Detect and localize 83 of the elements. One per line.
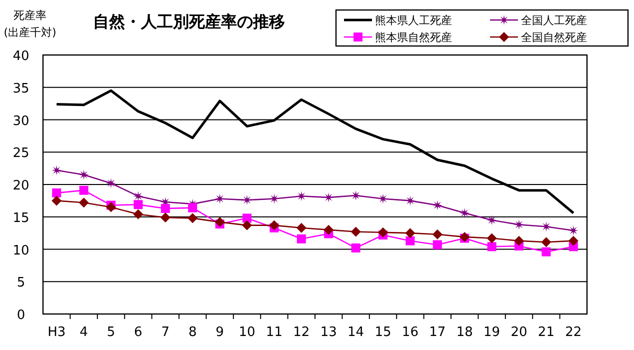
point xyxy=(541,237,552,248)
point xyxy=(351,243,360,252)
point xyxy=(52,188,62,198)
x-tick-label: 8 xyxy=(188,325,197,340)
point xyxy=(542,247,551,256)
point xyxy=(134,200,143,210)
legend-label: 全国人工死産 xyxy=(521,14,587,27)
point xyxy=(296,234,306,244)
x-tick-label: 7 xyxy=(161,325,170,340)
y-tick-label: 10 xyxy=(12,243,30,258)
point xyxy=(324,224,334,235)
point xyxy=(106,202,116,212)
point xyxy=(52,165,62,176)
point xyxy=(486,233,497,244)
y-tick-label: 40 xyxy=(12,49,30,64)
y-tick-label: 25 xyxy=(12,146,30,162)
point xyxy=(133,191,144,202)
point xyxy=(106,178,116,188)
point xyxy=(160,212,170,223)
x-tick-label: 10 xyxy=(238,325,256,340)
x-tick-label: 19 xyxy=(484,325,500,340)
point xyxy=(378,194,388,204)
point xyxy=(405,196,416,206)
x-tick-label: 21 xyxy=(538,325,554,340)
point xyxy=(432,229,442,240)
point xyxy=(78,198,89,208)
x-tick-label: 6 xyxy=(134,325,142,340)
point xyxy=(242,214,252,223)
point xyxy=(568,236,578,246)
x-tick-label: 13 xyxy=(320,325,337,340)
point xyxy=(324,192,334,202)
x-tick-label: 17 xyxy=(429,325,446,340)
y-tick-label: 35 xyxy=(12,81,30,96)
legend-label: 熊本県人工死産 xyxy=(375,14,452,27)
point xyxy=(514,220,524,230)
point xyxy=(350,190,361,201)
y-tick-label: 0 xyxy=(16,308,26,323)
point xyxy=(242,195,252,206)
point xyxy=(78,170,89,180)
y-tick-label: 30 xyxy=(12,114,30,129)
point xyxy=(432,240,442,250)
x-tick-label: 22 xyxy=(565,325,582,340)
legend-label: 熊本県自然死産 xyxy=(375,31,452,44)
point xyxy=(406,236,415,246)
point xyxy=(541,222,552,232)
point xyxy=(269,194,280,204)
x-tick-label: H3 xyxy=(48,325,66,340)
x-tick-label: 4 xyxy=(80,325,88,340)
point xyxy=(296,191,306,202)
x-tick-label: 5 xyxy=(106,325,116,340)
x-tick-label: 15 xyxy=(374,325,392,340)
x-tick-label: 20 xyxy=(510,325,528,340)
y-tick-label: 20 xyxy=(12,178,30,194)
point xyxy=(460,208,470,218)
point xyxy=(296,222,306,233)
point xyxy=(432,200,442,210)
point xyxy=(79,186,88,195)
point xyxy=(486,215,497,226)
y-tick-label: 15 xyxy=(12,210,30,226)
point xyxy=(52,196,62,206)
point xyxy=(487,242,496,252)
point xyxy=(160,204,170,213)
chart-title: 自然・人工別死産率の推移 xyxy=(93,12,285,31)
x-tick-label: 9 xyxy=(216,325,224,340)
point xyxy=(214,194,225,204)
point xyxy=(269,220,280,230)
x-tick-label: 16 xyxy=(402,325,418,340)
point xyxy=(568,225,578,236)
y-axis-title: 死産率 (出産千対) xyxy=(4,9,56,39)
x-tick-label: 11 xyxy=(266,325,282,340)
x-tick-label: 14 xyxy=(348,325,364,340)
point xyxy=(188,213,198,224)
point xyxy=(242,220,252,230)
point xyxy=(378,227,388,238)
x-tick-label: 12 xyxy=(293,325,310,340)
point xyxy=(350,226,361,237)
point xyxy=(188,203,198,212)
point xyxy=(514,236,524,246)
point xyxy=(405,228,416,238)
y-tick-label: 5 xyxy=(16,276,26,291)
legend-label: 全国自然死産 xyxy=(521,31,587,44)
point xyxy=(133,209,144,220)
x-tick-label: 18 xyxy=(456,325,473,340)
